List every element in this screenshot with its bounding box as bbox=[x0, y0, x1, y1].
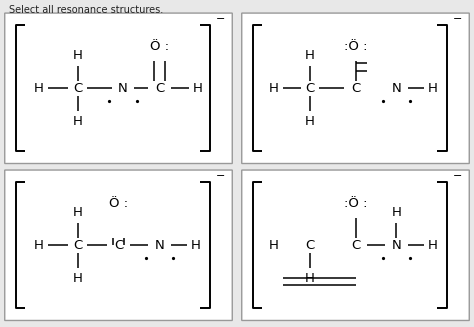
Text: H: H bbox=[73, 272, 82, 285]
Text: H: H bbox=[428, 82, 438, 95]
Text: H: H bbox=[269, 239, 279, 252]
Text: N: N bbox=[118, 82, 128, 95]
Text: C: C bbox=[305, 82, 315, 95]
Text: C: C bbox=[114, 239, 123, 252]
Text: −: − bbox=[453, 14, 463, 24]
Text: −: − bbox=[216, 171, 226, 181]
Text: N: N bbox=[392, 82, 401, 95]
Text: H: H bbox=[305, 272, 315, 285]
Text: H: H bbox=[269, 82, 279, 95]
Text: N: N bbox=[392, 239, 401, 252]
Text: Ö :: Ö : bbox=[109, 197, 128, 210]
Text: H: H bbox=[392, 206, 401, 219]
Text: C: C bbox=[73, 82, 82, 95]
Text: C: C bbox=[155, 82, 164, 95]
Text: Ö :: Ö : bbox=[150, 40, 169, 53]
Text: H: H bbox=[428, 239, 438, 252]
Text: H: H bbox=[305, 49, 315, 62]
Text: :Ö :: :Ö : bbox=[344, 40, 367, 53]
Text: Select all resonance structures.: Select all resonance structures. bbox=[9, 5, 164, 15]
FancyBboxPatch shape bbox=[242, 170, 469, 320]
Text: N: N bbox=[155, 239, 164, 252]
Text: H: H bbox=[73, 115, 82, 128]
Text: −: − bbox=[216, 14, 226, 24]
Text: :Ö :: :Ö : bbox=[344, 197, 367, 210]
Text: −: − bbox=[453, 171, 463, 181]
FancyBboxPatch shape bbox=[5, 170, 232, 320]
FancyBboxPatch shape bbox=[5, 13, 232, 164]
Text: H: H bbox=[191, 239, 201, 252]
FancyBboxPatch shape bbox=[242, 13, 469, 164]
Text: H: H bbox=[34, 82, 44, 95]
Text: C: C bbox=[351, 239, 360, 252]
Text: H: H bbox=[73, 49, 82, 62]
Text: H: H bbox=[34, 239, 44, 252]
Text: H: H bbox=[305, 115, 315, 128]
Text: H: H bbox=[73, 206, 82, 219]
Text: C: C bbox=[305, 239, 315, 252]
Text: C: C bbox=[351, 82, 360, 95]
Text: H: H bbox=[193, 82, 203, 95]
Text: C: C bbox=[73, 239, 82, 252]
